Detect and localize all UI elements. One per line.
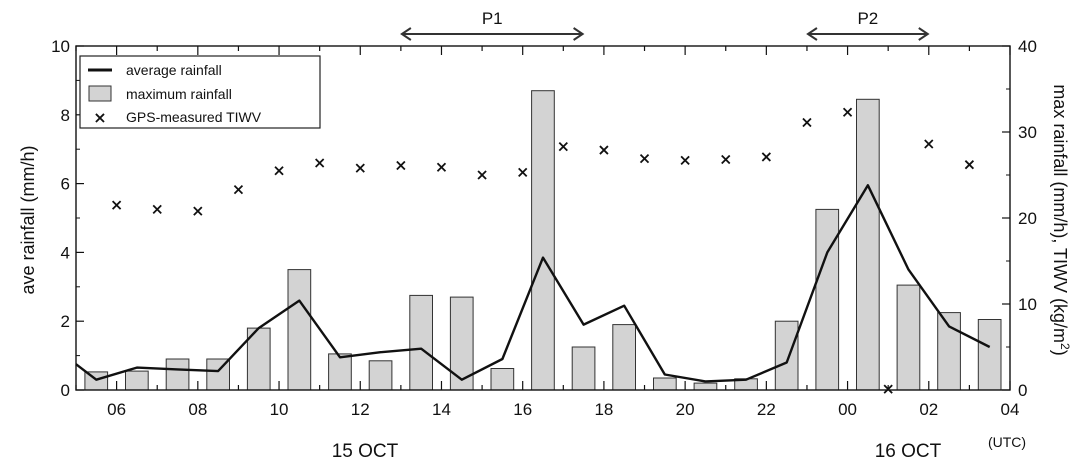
max-rainfall-bar xyxy=(977,319,1002,391)
max-rainfall-bar xyxy=(531,90,555,391)
y-left-tick-label: 4 xyxy=(61,243,70,262)
tiwv-marker xyxy=(558,141,568,152)
tiwv-marker xyxy=(111,200,122,210)
y-right-tick-label: 40 xyxy=(1018,37,1037,56)
tiwv-marker xyxy=(721,154,731,165)
x-tick-label: 20 xyxy=(676,400,695,419)
x-tick-label: 12 xyxy=(351,400,370,419)
legend: average rainfall maximum rainfall × GPS-… xyxy=(79,55,321,129)
y-left-tick-label: 8 xyxy=(61,106,70,125)
tiwv-marker xyxy=(355,163,365,173)
tiwv-markers xyxy=(111,107,975,394)
tiwv-marker xyxy=(842,107,853,117)
period-label: P1 xyxy=(482,9,503,28)
x-tick-label: 06 xyxy=(107,400,126,419)
legend-maximum-rainfall: maximum rainfall xyxy=(126,86,232,102)
tiwv-marker xyxy=(315,158,325,168)
y-left-tick-label: 10 xyxy=(51,37,70,56)
x-tick-label: 08 xyxy=(188,400,207,419)
tiwv-marker xyxy=(518,167,528,178)
x-tick-label: 02 xyxy=(919,400,938,419)
tiwv-marker xyxy=(639,154,650,164)
tiwv-marker xyxy=(964,160,975,170)
x-tick-label: 04 xyxy=(1001,400,1020,419)
tiwv-marker xyxy=(924,139,934,149)
utc-unit-label: (UTC) xyxy=(988,434,1026,450)
tiwv-marker xyxy=(599,145,609,155)
period-markers: P1 P2 xyxy=(400,9,930,41)
tiwv-marker xyxy=(233,184,244,195)
date-label-16-oct: 16 OCT xyxy=(875,441,942,462)
max-rainfall-bar xyxy=(287,269,312,391)
x-tick-label: 00 xyxy=(838,400,857,419)
legend-bar-swatch xyxy=(88,85,112,102)
max-rainfall-bar xyxy=(693,382,718,391)
max-rainfall-bar xyxy=(368,360,393,391)
period-p1: P1 xyxy=(400,9,585,41)
y-left-tick-label: 2 xyxy=(61,312,70,331)
max-rainfall-bar xyxy=(165,358,190,391)
max-rainfall-bar xyxy=(571,346,596,391)
tiwv-marker xyxy=(761,152,771,162)
tiwv-marker xyxy=(802,117,812,128)
max-rainfall-bar xyxy=(653,377,677,391)
max-rainfall-bar xyxy=(409,294,433,391)
right-axis-title: max rainfall (mm/h), TIWV (kg/m2) xyxy=(1050,84,1072,355)
left-axis-title: ave rainfall (mm/h) xyxy=(18,145,38,294)
legend-average-rainfall: average rainfall xyxy=(126,62,222,78)
max-rainfall-bar xyxy=(774,320,799,391)
period-p2: P2 xyxy=(806,9,930,41)
legend-cross-swatch: × xyxy=(93,108,106,127)
max-rainfall-bar xyxy=(815,208,840,391)
tiwv-marker xyxy=(477,170,487,180)
x-tick-label: 22 xyxy=(757,400,776,419)
average-rainfall-polyline xyxy=(75,184,991,383)
max-rainfall-bar xyxy=(937,312,961,391)
tiwv-marker xyxy=(193,206,203,216)
average-rainfall-line xyxy=(75,184,991,383)
y-right-tick-label: 30 xyxy=(1018,123,1037,142)
max-rainfall-bar xyxy=(125,370,149,391)
tiwv-marker xyxy=(152,204,162,215)
y-left-tick-label: 6 xyxy=(61,175,70,194)
y-right-tick-label: 10 xyxy=(1018,295,1037,314)
max-rainfall-bar xyxy=(856,98,880,391)
tiwv-marker xyxy=(436,162,447,172)
y-left-tick-label: 0 xyxy=(61,381,70,400)
x-tick-label: 14 xyxy=(432,400,451,419)
x-tick-label: 10 xyxy=(270,400,289,419)
legend-gps-tiwv: GPS-measured TIWV xyxy=(126,109,262,125)
y-right-tick-label: 20 xyxy=(1018,209,1037,228)
date-label-15-oct: 15 OCT xyxy=(332,441,399,462)
max-rainfall-bar xyxy=(328,353,352,391)
tiwv-marker xyxy=(680,155,690,166)
max-rainfall-bars xyxy=(84,90,1002,391)
x-tick-label: 18 xyxy=(594,400,613,419)
y-right-tick-label: 0 xyxy=(1018,381,1027,400)
tiwv-marker xyxy=(274,166,284,176)
x-tick-label: 16 xyxy=(513,400,532,419)
max-rainfall-bar xyxy=(612,324,636,391)
max-rainfall-bar xyxy=(490,368,515,391)
max-rainfall-bar xyxy=(896,284,921,391)
period-label: P2 xyxy=(857,9,878,28)
tiwv-marker xyxy=(396,160,406,171)
